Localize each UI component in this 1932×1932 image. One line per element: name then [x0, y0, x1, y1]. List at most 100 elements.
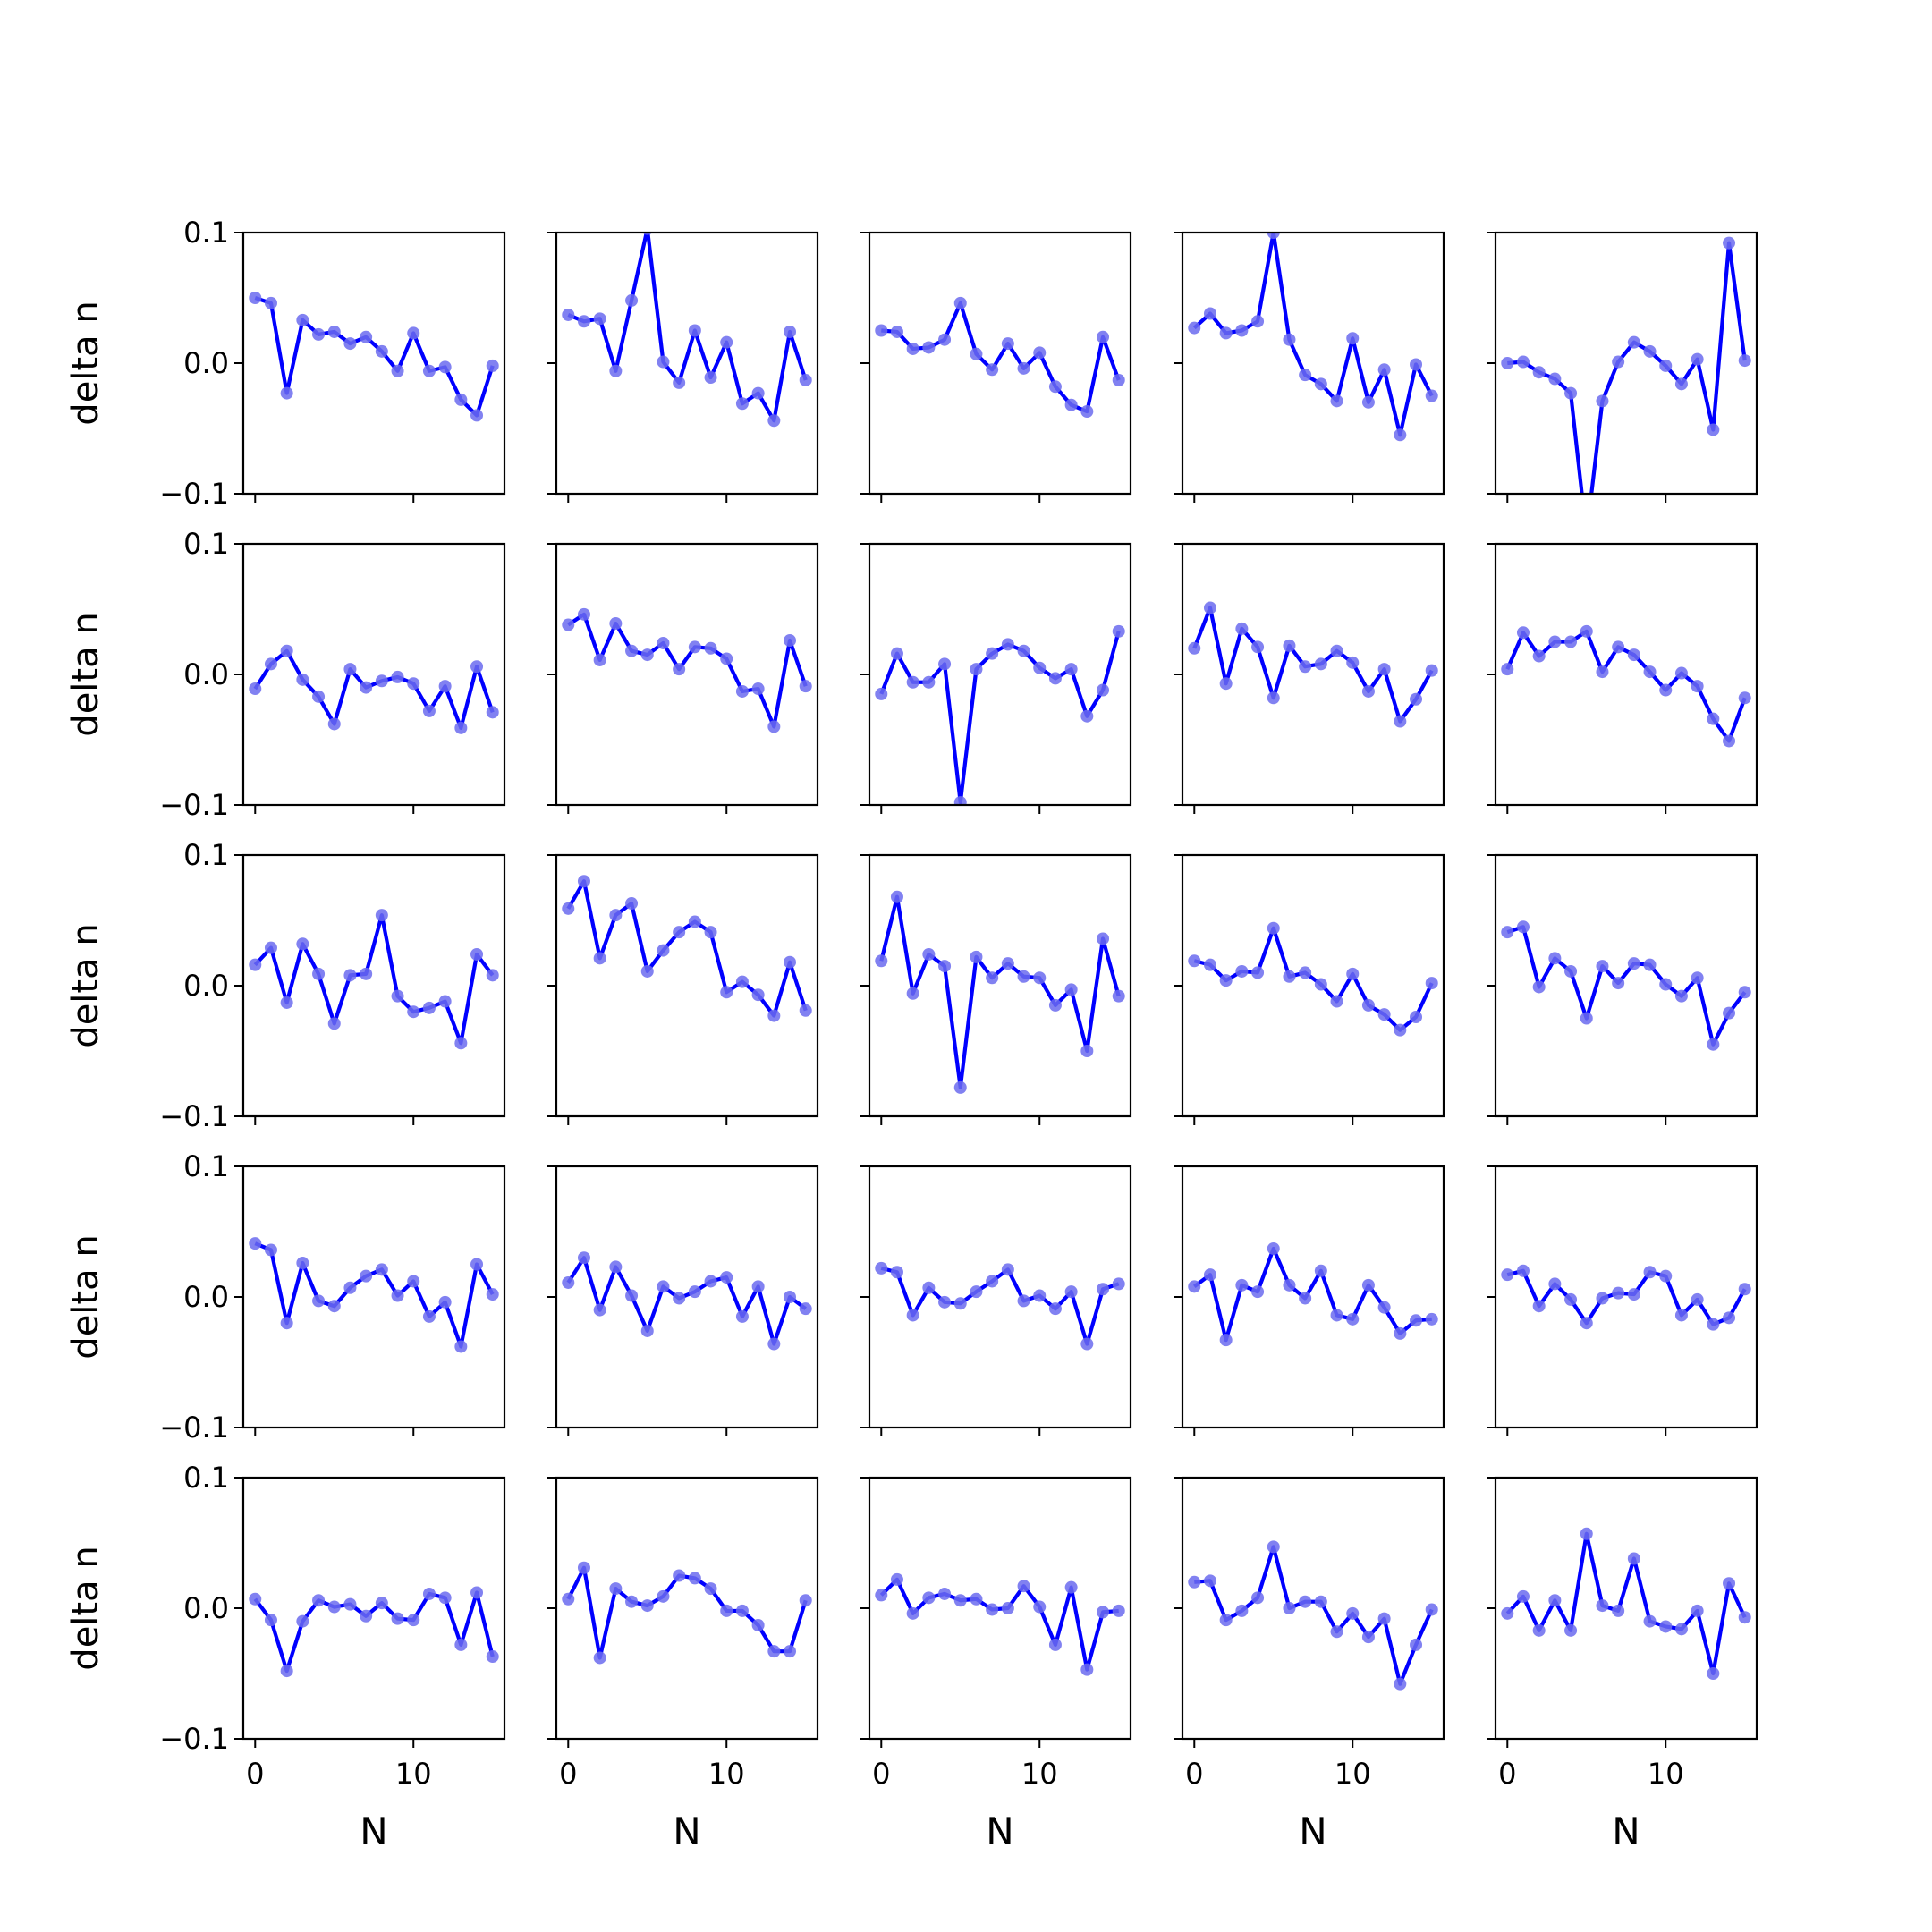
series-group	[1188, 1540, 1438, 1690]
series-group	[562, 233, 812, 428]
data-point	[1659, 359, 1673, 372]
data-point	[1064, 983, 1078, 996]
data-point	[264, 296, 277, 309]
data-point	[986, 1603, 999, 1616]
series-group	[1501, 624, 1751, 748]
data-point	[343, 1597, 357, 1611]
data-point	[1580, 1527, 1593, 1540]
data-point	[625, 897, 639, 911]
data-point	[1361, 1278, 1375, 1292]
y-tick-label: 0.0	[183, 1280, 229, 1314]
data-point	[264, 1614, 277, 1627]
data-point	[1283, 639, 1296, 652]
data-point	[735, 1604, 749, 1617]
y-tick-label: 0.0	[183, 346, 229, 380]
data-point	[1627, 1552, 1640, 1565]
data-point	[784, 1291, 797, 1303]
series-line	[253, 913, 495, 1046]
data-point	[1001, 1263, 1014, 1276]
data-point	[1394, 1023, 1407, 1037]
data-point	[720, 652, 733, 665]
data-point	[1690, 1292, 1704, 1306]
data-point	[264, 941, 277, 954]
x-tick-label: 10	[1021, 1757, 1058, 1791]
data-point	[1314, 657, 1327, 671]
data-point	[1033, 346, 1046, 360]
data-point	[657, 1589, 670, 1603]
data-point	[1627, 1288, 1640, 1301]
data-point	[970, 950, 983, 963]
data-point	[1299, 1292, 1312, 1305]
data-point	[875, 324, 888, 337]
data-point	[407, 677, 420, 691]
y-tick-label: −0.1	[159, 1722, 229, 1756]
data-point	[625, 644, 639, 657]
data-point	[1659, 978, 1673, 991]
data-point	[249, 1592, 262, 1606]
data-point	[1188, 321, 1201, 335]
data-point	[1001, 337, 1014, 351]
y-tick-label: −0.1	[159, 477, 229, 511]
data-point	[593, 653, 606, 666]
data-point	[312, 690, 326, 703]
series-line	[1506, 1268, 1747, 1326]
data-point	[1112, 989, 1125, 1003]
y-tick-label: 0.1	[183, 838, 229, 872]
data-point	[1314, 1595, 1327, 1608]
data-point	[609, 1582, 623, 1596]
data-point	[1033, 661, 1046, 674]
data-point	[906, 342, 919, 355]
data-point	[1596, 1599, 1609, 1613]
data-point	[391, 1612, 404, 1625]
data-point	[1017, 970, 1030, 983]
data-point	[720, 335, 733, 349]
data-point	[1580, 624, 1593, 638]
data-point	[1643, 1266, 1657, 1279]
panel-r1-c4	[1174, 231, 1445, 503]
data-point	[735, 1309, 749, 1323]
panel-grid: −0.1 0.0 0.1 delta n −0.1 0.0 0.1 delta n −0.1 0.…	[65, 216, 1758, 1853]
data-point	[1723, 734, 1736, 748]
data-point	[438, 995, 452, 1008]
data-point	[1612, 640, 1625, 654]
series-group	[1501, 920, 1751, 1051]
data-point	[1251, 1591, 1265, 1605]
data-point	[751, 988, 765, 1002]
data-point	[454, 393, 468, 406]
x-tick-label: 0	[246, 1757, 264, 1791]
series-group	[1501, 1264, 1751, 1331]
y-tick-label: 0.1	[183, 216, 229, 250]
data-point	[1377, 1612, 1391, 1625]
data-point	[767, 1337, 781, 1351]
data-point	[1219, 677, 1233, 691]
data-point	[1017, 1294, 1030, 1308]
x-tick-label: 10	[1648, 1757, 1684, 1791]
data-point	[953, 1080, 967, 1094]
data-point	[562, 1592, 575, 1606]
series-group	[875, 1261, 1125, 1351]
data-point	[1596, 665, 1609, 679]
panel-r2-c3	[860, 542, 1132, 814]
data-point	[454, 1037, 468, 1050]
data-point	[391, 1289, 404, 1302]
data-point	[906, 987, 919, 1000]
data-point	[1674, 666, 1688, 680]
data-point	[1112, 373, 1125, 386]
data-point	[249, 682, 262, 696]
data-point	[1017, 1580, 1030, 1593]
y-tick-label: 0.0	[183, 657, 229, 691]
data-point	[360, 967, 373, 980]
data-point	[1394, 1677, 1407, 1690]
data-point	[1361, 684, 1375, 698]
data-point	[922, 675, 936, 689]
data-point	[1596, 394, 1609, 408]
data-point	[673, 926, 686, 939]
data-point	[407, 1614, 420, 1627]
data-point	[1516, 1264, 1530, 1277]
series-group	[875, 1572, 1125, 1676]
data-point	[1048, 380, 1062, 394]
data-point	[343, 663, 357, 676]
series-group	[249, 644, 499, 734]
data-point	[470, 660, 484, 674]
data-point	[1377, 1301, 1391, 1314]
